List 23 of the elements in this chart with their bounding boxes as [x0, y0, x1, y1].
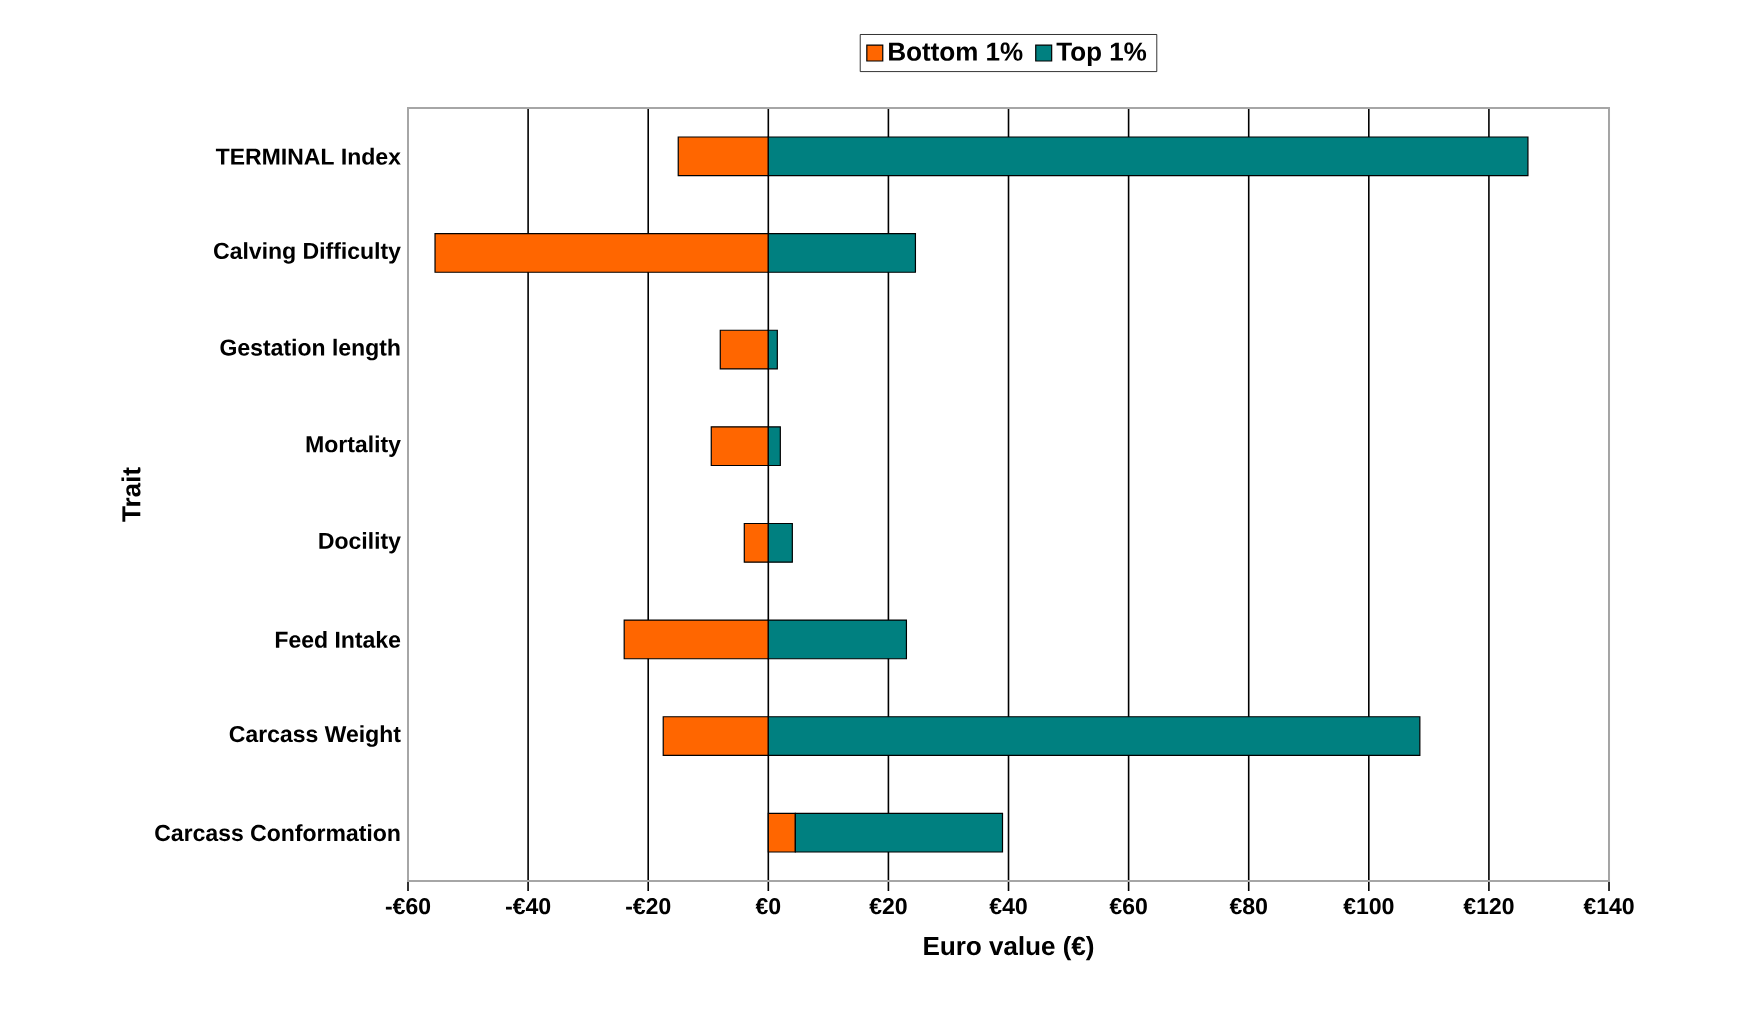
y-axis-title: Trait	[121, 467, 141, 522]
x-tick-label: €100	[1343, 898, 1394, 915]
y-tick-label: Mortality	[306, 435, 401, 457]
x-tick-label: €80	[1229, 898, 1267, 915]
x-tick-label: €40	[989, 898, 1027, 915]
x-tick-label: -€20	[626, 898, 671, 915]
y-tick-label: Carcass Conformation	[155, 824, 400, 842]
x-tick-label: €120	[1463, 898, 1514, 915]
y-tick-label: Gestation length	[220, 338, 400, 361]
y-tick-label: Docility	[319, 532, 401, 554]
y-tick-label: TERMINAL Index	[215, 147, 401, 165]
y-tick-label: Carcass Weight	[229, 725, 401, 747]
x-axis-title: Euro value (€)	[924, 936, 1094, 961]
x-tick-label: €140	[1583, 898, 1634, 915]
x-tick-label: -€40	[506, 898, 551, 915]
legend-label: Top 1%	[1056, 42, 1147, 66]
legend-label: Bottom 1%	[889, 42, 1023, 61]
x-tick-label: €20	[869, 898, 907, 915]
x-tick-label: €0	[755, 898, 781, 915]
y-tick-label: Feed Intake	[275, 631, 401, 648]
x-tick-label: €60	[1109, 898, 1147, 915]
x-tick-label: -€60	[385, 898, 431, 915]
y-tick-label: Calving Difficulty	[214, 242, 401, 264]
